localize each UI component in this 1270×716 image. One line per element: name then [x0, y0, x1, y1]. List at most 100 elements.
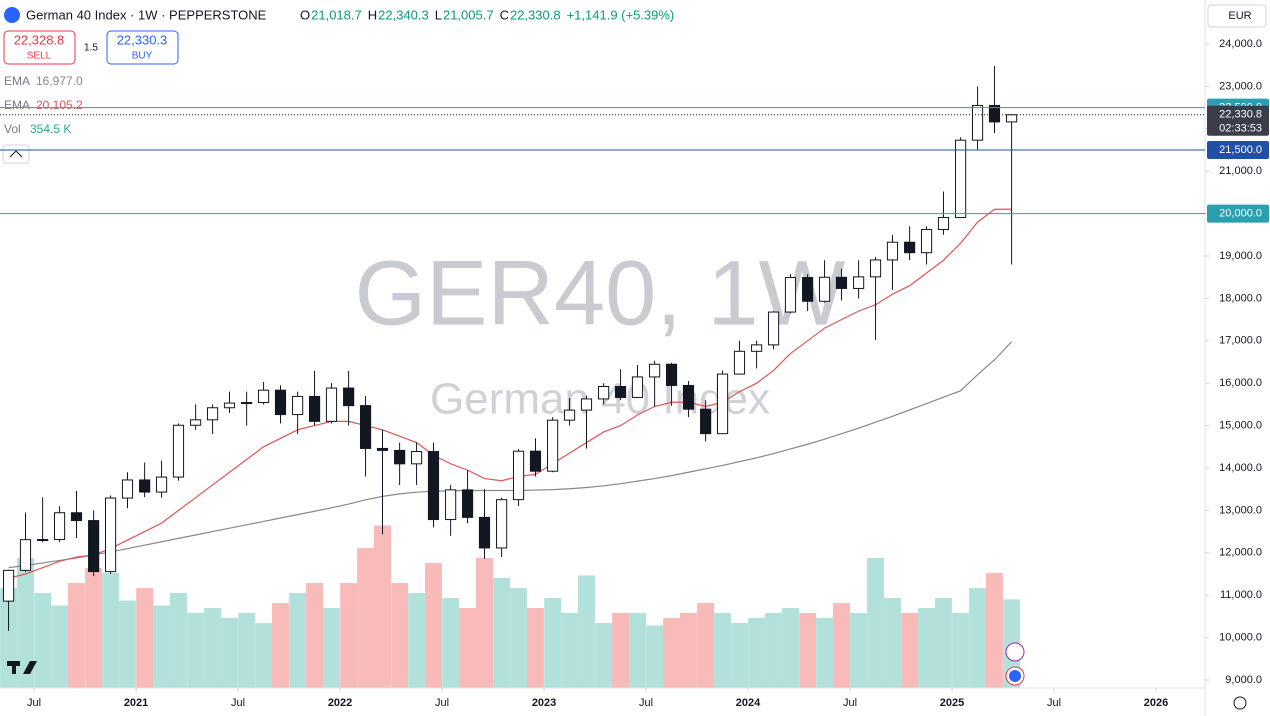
x-tick-label: Jul [27, 697, 41, 709]
y-tick-label: 10,000.0 [1219, 631, 1262, 643]
candle-body [376, 447, 389, 451]
candle-body [886, 241, 899, 261]
candle-body [614, 386, 627, 398]
volume-bar [544, 598, 562, 688]
buy-button[interactable] [106, 30, 179, 65]
x-tick-label: 2021 [124, 697, 148, 709]
candle-body [733, 350, 746, 375]
sell-button[interactable] [3, 30, 76, 65]
y-tick-label: 23,000.0 [1219, 80, 1262, 92]
ohlc-header: O 21,018.7 H 22,340.3 L 21,005.7 C 22,330.8 +1,1… [300, 7, 674, 22]
symbol-title: German 40 Index · 1W · PEPPERSTONE [26, 7, 267, 22]
volume-bar [323, 608, 340, 688]
volume-bar [816, 618, 834, 688]
candle-body [937, 216, 950, 230]
candle-body [461, 489, 474, 518]
ohlc-value: 22,330.8 [510, 7, 561, 22]
volume-bar [391, 583, 409, 688]
volume-bar [289, 593, 307, 688]
ohlc-key: O [300, 7, 310, 22]
candle-body [920, 228, 933, 254]
volume-bar [459, 608, 477, 688]
watermark-main: GER40, 1W [355, 242, 846, 344]
y-tick-label: 16,000.0 [1219, 377, 1262, 389]
volume-bar [153, 605, 171, 688]
candle-body [139, 479, 151, 493]
currency[interactable]: EUR [1228, 10, 1251, 22]
volume-bar [782, 608, 799, 688]
volume-bar [221, 618, 238, 688]
volume-bar [833, 603, 850, 688]
x-tick-label: Jul [843, 697, 857, 709]
candle-body [70, 512, 83, 522]
volume-bar [714, 613, 732, 688]
volume-bar [374, 525, 391, 688]
volume-bar [34, 593, 52, 688]
collapse-icon [9, 150, 23, 158]
indicator-name: EMA [4, 98, 30, 112]
symbol-icon[interactable] [4, 7, 20, 23]
volume-bar [204, 608, 222, 688]
x-tick-label: 2024 [736, 697, 761, 709]
spread: 1.5 [84, 43, 98, 54]
volume-bar [238, 613, 256, 688]
volume-bar [17, 558, 34, 688]
x-tick-label: 2023 [532, 697, 556, 709]
x-tick-label: Jul [639, 697, 653, 709]
volume-bar [969, 588, 987, 688]
candle-body [580, 398, 593, 411]
candle-body [598, 386, 610, 400]
volume-bar [85, 568, 103, 688]
candle-body [53, 512, 66, 541]
volume-bar [646, 625, 664, 688]
volume-bar [612, 613, 630, 688]
candle-body [427, 451, 440, 521]
x-tick-label: 2022 [328, 697, 352, 709]
candle-body [410, 451, 423, 465]
event-icon[interactable] [1005, 642, 1025, 662]
volume-bar [187, 613, 205, 688]
x-tick-label: 2026 [1144, 697, 1168, 709]
y-tick-label: 15,000.0 [1219, 420, 1262, 432]
volume-bar [357, 548, 375, 688]
candle-body [853, 276, 865, 289]
ema-line [8, 341, 1013, 569]
sell-price: 22,328.8 [14, 32, 65, 47]
y-tick-label: 12,000.0 [1219, 547, 1262, 559]
volume-bar [884, 598, 901, 688]
candle-body [563, 409, 576, 421]
volume-bar [578, 575, 595, 688]
last-price-label: 22,330.8 [1219, 109, 1262, 121]
volume-bar [51, 605, 69, 688]
last-price-badge [1207, 105, 1269, 136]
volume-bar [918, 608, 936, 688]
volume-bar [408, 593, 426, 688]
indicator-name: EMA [4, 74, 30, 88]
event-icon-inner [1009, 670, 1021, 682]
volume-bar [680, 613, 697, 688]
candle-body [751, 344, 763, 352]
candle-body [547, 419, 559, 472]
candle-body [2, 569, 15, 602]
candle-body [88, 520, 100, 573]
currency-box[interactable] [1207, 4, 1267, 28]
volume-bar [102, 573, 120, 688]
candle-body [241, 402, 253, 405]
volume-bar [663, 618, 681, 688]
buy-price: 22,330.3 [117, 32, 168, 47]
collapse-button[interactable] [2, 144, 30, 164]
candle-body [971, 104, 984, 141]
y-tick-label: 19,000.0 [1219, 250, 1262, 262]
volume-bar [527, 608, 544, 688]
candle-body [172, 424, 185, 478]
settings-icon[interactable] [1233, 696, 1247, 710]
candle-body [274, 389, 287, 416]
candle-body [19, 539, 32, 571]
ema-line [8, 208, 1012, 579]
candle-body [445, 489, 457, 521]
candle-body [104, 497, 117, 573]
ohlc-key: L [435, 7, 442, 22]
volume-bar [850, 613, 868, 688]
candle-body [869, 259, 882, 278]
candle-body [784, 277, 797, 313]
